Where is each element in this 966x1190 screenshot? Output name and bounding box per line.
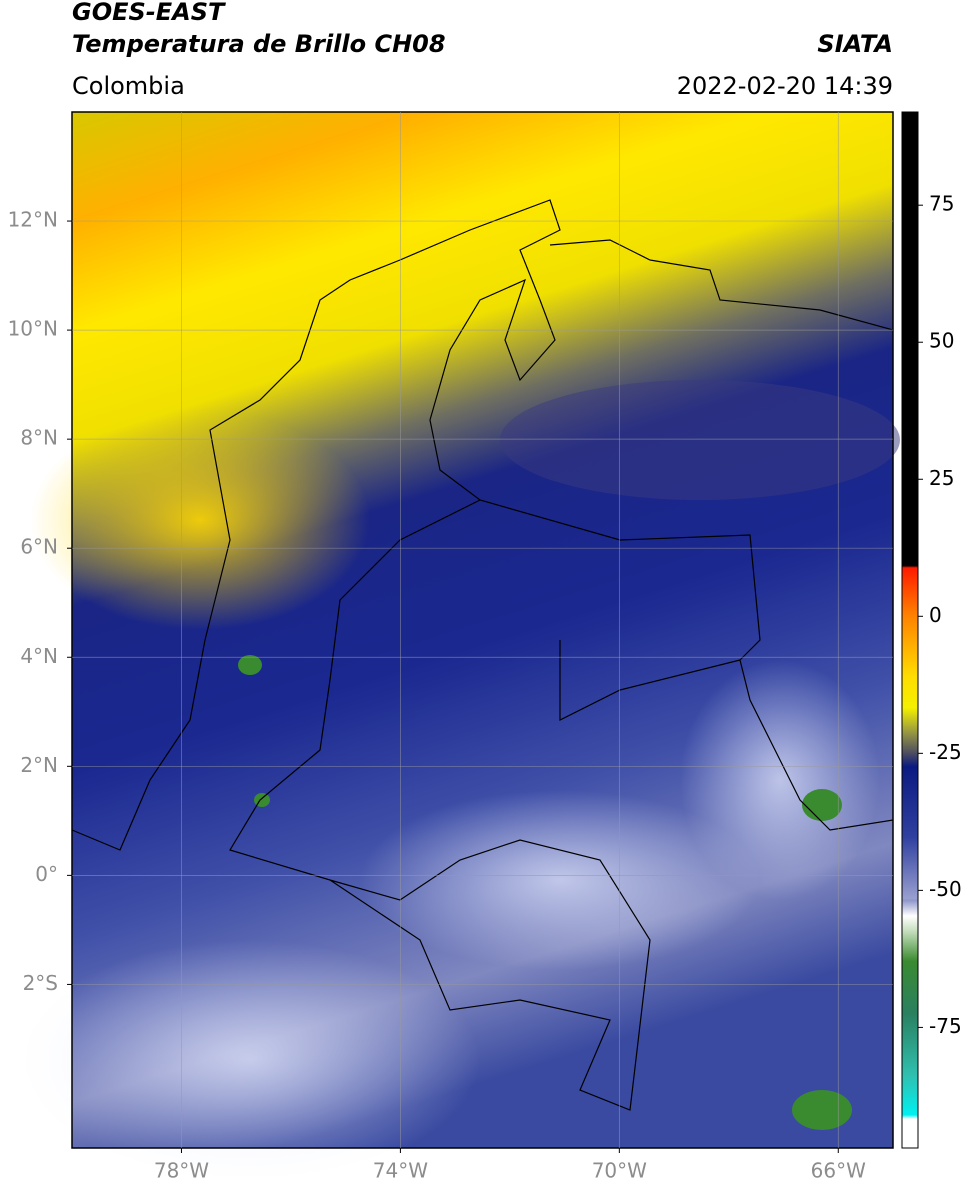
product: Temperatura de Brillo CH08 xyxy=(72,30,446,58)
colorbar-tick-label: 75 xyxy=(929,192,954,216)
agency: SIATA xyxy=(817,30,893,58)
y-tick-label: 8°N xyxy=(20,426,58,450)
satellite-image xyxy=(20,112,900,1180)
satellite: GOES-EAST xyxy=(72,0,226,26)
map-frame xyxy=(71,111,894,1149)
axes: 78°W 74°W 70°W 66°W 12°N 10°N 8°N 6°N 4°N 2°N 0° 2°… xyxy=(8,112,962,1183)
colorbar xyxy=(901,111,919,1149)
colorbar-tick-label: -25 xyxy=(929,740,962,764)
x-tick-label: 78°W xyxy=(154,1159,209,1183)
x-tick-label: 74°W xyxy=(373,1159,428,1183)
colorbar-tick-label: -75 xyxy=(929,1014,962,1038)
datetime: 2022-02-20 14:39 xyxy=(677,72,893,100)
y-tick-label: 6°N xyxy=(20,535,58,559)
colorbar-tick-label: 50 xyxy=(929,329,954,353)
y-tick-label: 2°S xyxy=(23,971,58,995)
colorbar-tick-label: -50 xyxy=(929,877,962,901)
x-tick-label: 66°W xyxy=(811,1159,866,1183)
y-tick-label: 2°N xyxy=(20,753,58,777)
y-tick-label: 10°N xyxy=(8,317,58,341)
y-tick-label: 12°N xyxy=(8,208,58,232)
x-tick-label: 70°W xyxy=(592,1159,647,1183)
colorbar-tick-label: 0 xyxy=(929,603,942,627)
region: Colombia xyxy=(72,72,185,100)
y-tick-label: 4°N xyxy=(20,644,58,668)
colorbar-tick-label: 25 xyxy=(929,466,954,490)
borders xyxy=(71,199,894,1111)
y-tick-label: 0° xyxy=(35,862,58,886)
